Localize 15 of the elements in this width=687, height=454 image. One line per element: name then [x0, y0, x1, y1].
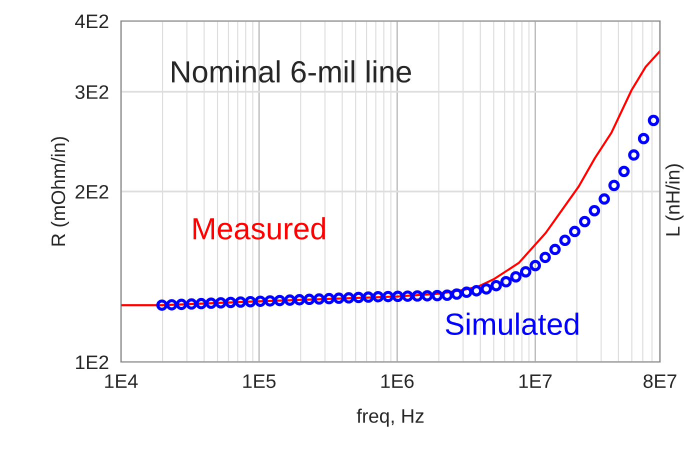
y-tick-label: 2E2: [76, 184, 108, 199]
y-tick-label: 1E2: [76, 355, 108, 370]
y-tick-label: 4E2: [75, 14, 108, 28]
series-label: Simulated: [446, 312, 578, 336]
y-tick-label: 3E2: [75, 85, 108, 99]
x-tick-label: 1E4: [105, 374, 138, 388]
x-tick-label: 1E5: [243, 374, 276, 388]
series-label: Measured: [194, 217, 325, 240]
x-tick-label: 1E7: [519, 374, 552, 388]
y2-axis-title: L (nH/in): [665, 164, 684, 236]
x-tick-label: 8E7: [644, 374, 676, 388]
x-axis-title: freq, Hz: [356, 408, 424, 427]
annotation: Nominal 6-mil line: [172, 60, 411, 83]
y-axis-title: R (mOhm/in): [50, 137, 70, 246]
x-tick-label: 1E6: [381, 374, 414, 388]
